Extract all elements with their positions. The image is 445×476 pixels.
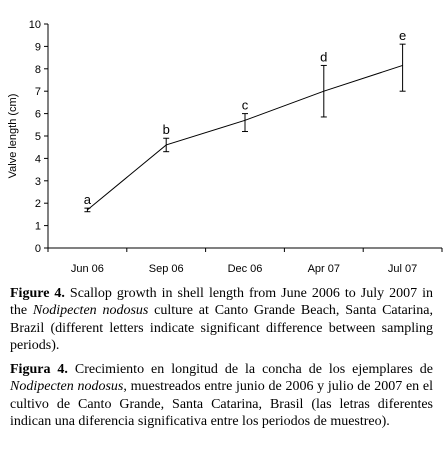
y-tick-label: 4 <box>35 153 41 165</box>
growth-chart: 0 1 2 3 4 5 6 7 8 9 10 Jun 06 Sep 06 Dec 06 Apr 07 Jul … <box>7 19 443 275</box>
y-tick-label: 5 <box>35 131 41 143</box>
caption-english: Figure 4. Scallop growth in shell length… <box>10 285 433 355</box>
x-tick-label: Sep 06 <box>149 263 184 275</box>
y-tick-label: 0 <box>35 243 41 255</box>
caption-spanish-text-2: , muestreados entre junio de 2006 y juli… <box>10 379 434 430</box>
y-tick-label: 2 <box>35 198 41 210</box>
caption-english-label: Figure 4. <box>10 286 65 301</box>
series-line <box>87 64 403 211</box>
significance-letter: b <box>163 122 170 137</box>
y-tick-label: 9 <box>35 41 41 53</box>
chart-marks: a b c d e <box>84 28 406 213</box>
caption-spanish-text-1: Crecimiento en longitud de la concha de … <box>67 362 433 377</box>
y-tick-label: 1 <box>35 221 41 233</box>
caption-spanish: Figura 4. Crecimiento en longitud de la … <box>10 361 433 431</box>
caption-english-text-2: culture at Canto Grande Beach, Santa Cat… <box>10 303 434 354</box>
chart-axes: 0 1 2 3 4 5 6 7 8 9 10 Jun 06 Sep 06 Dec 06 Apr 07 Jul … <box>29 19 443 275</box>
caption-english-text-1: Scallop growth in shell length from June… <box>10 286 433 319</box>
significance-letter: a <box>84 192 92 207</box>
y-tick-label: 10 <box>29 19 41 31</box>
y-tick-label: 8 <box>35 64 41 76</box>
x-tick-label: Dec 06 <box>228 263 263 275</box>
y-tick-label: 6 <box>35 109 41 121</box>
caption-spanish-label: Figura 4. <box>10 362 68 377</box>
y-axis-label: Valve length (cm) <box>7 94 19 179</box>
x-tick-label: Jun 06 <box>71 263 104 275</box>
y-tick-label: 7 <box>35 86 41 98</box>
x-tick-label: Apr 07 <box>308 263 340 275</box>
y-tick-label: 3 <box>35 176 41 188</box>
x-tick-label: Jul 07 <box>388 263 417 275</box>
caption-english-species: Nodipecten nodosus <box>32 303 149 319</box>
significance-letter: e <box>399 28 406 43</box>
caption-spanish-species: Nodipecten nodosus <box>10 379 124 395</box>
significance-letter: d <box>320 49 327 64</box>
significance-letter: c <box>242 98 249 113</box>
